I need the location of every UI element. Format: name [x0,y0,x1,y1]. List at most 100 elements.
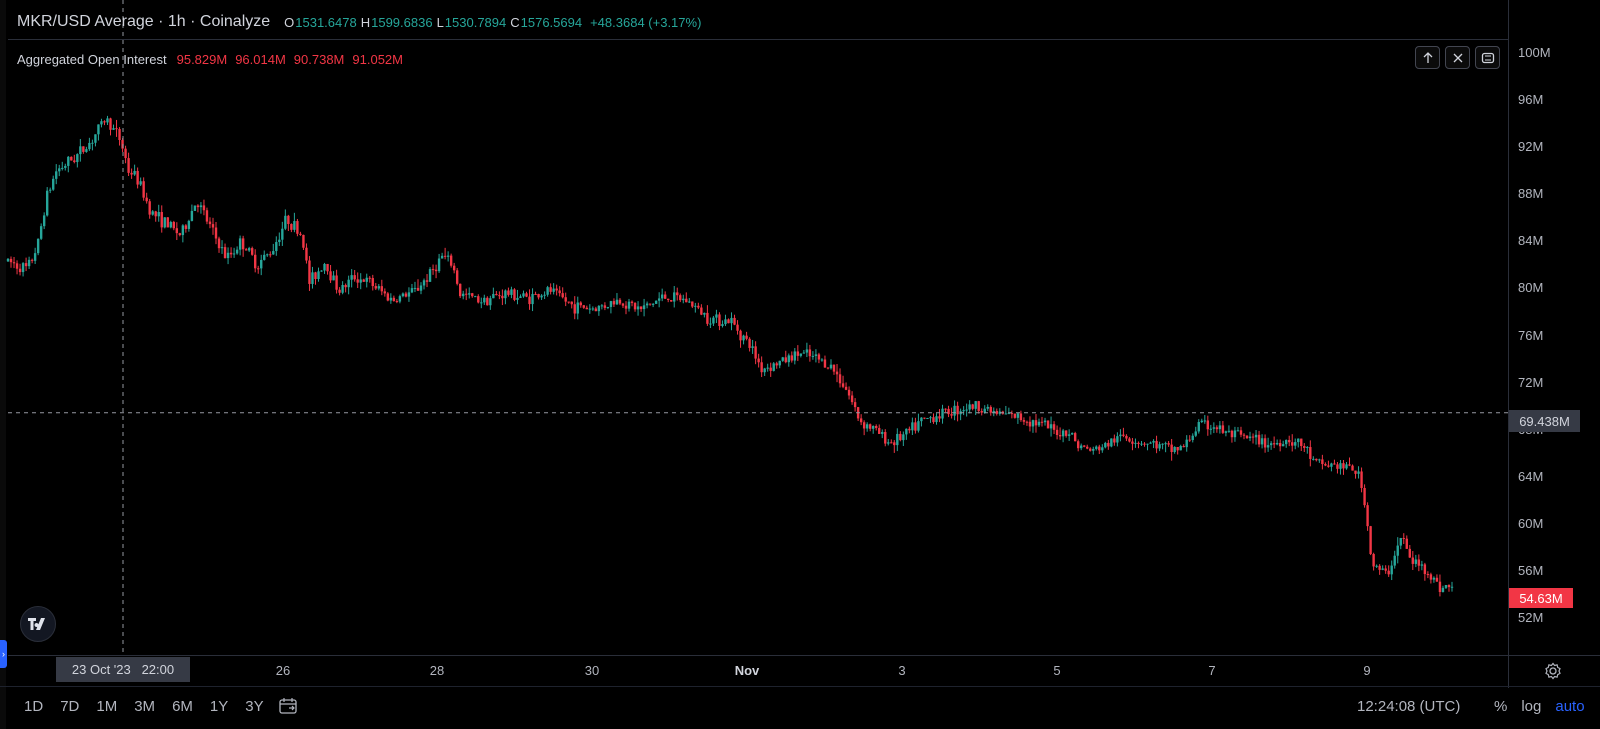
candle-body [208,221,212,225]
move-pane-up-button[interactable] [1415,46,1440,69]
candle-body [30,259,34,261]
candle-body [462,293,465,297]
candle-body [1435,577,1439,582]
candle-body [1426,574,1430,576]
candle-body [923,417,926,419]
candlestick-chart[interactable] [0,0,1509,655]
candle-body [579,302,582,306]
range-1y-button[interactable]: 1Y [209,698,229,715]
candle-body [1131,441,1134,444]
price-tick-label: 84M [1518,233,1544,249]
candle-body [27,259,31,267]
candle-body [70,156,73,161]
candle-body [205,210,209,222]
candle-body [1423,564,1427,575]
candle-body [220,247,224,249]
candle-body [603,305,607,308]
candle-body [145,197,148,202]
price-tick-label: 96M [1518,92,1544,108]
candle-body [736,324,739,331]
candle-body [136,170,139,185]
candle-body [902,434,905,441]
candle-body [12,262,16,264]
candle-body [564,297,567,302]
bottom-toolbar-divider [0,686,1600,687]
candle-body [1369,526,1372,555]
candle-body [226,252,230,259]
candle-body [49,189,52,191]
candle-body [112,128,115,130]
maximize-icon [1481,52,1494,63]
range-1m-button[interactable]: 1M [96,698,118,715]
tradingview-logo[interactable] [20,606,56,642]
candle-body [1384,568,1387,571]
candle-body [703,312,706,315]
candle-body [320,270,323,272]
candle-body [1161,443,1164,445]
range-7d-button[interactable]: 7D [60,698,80,715]
candle-body [1251,436,1255,438]
range-1d-button[interactable]: 1D [24,698,44,715]
candle-body [217,238,221,249]
percent-scale-button[interactable]: % [1494,698,1508,715]
candle-body [739,330,742,341]
candle-body [1143,443,1146,445]
candle-body [211,224,215,228]
candle-body [269,254,272,256]
candle-body [1064,430,1068,436]
candle-body [419,285,423,291]
candle-body [751,346,754,348]
candle-body [278,239,281,243]
candle-body [1185,439,1188,448]
candle-body [745,335,748,339]
ohlc-close-value: 1576.5694 [520,14,583,30]
symbol-title[interactable]: MKR/USD Average · 1h · Coinalyze [17,13,271,30]
candle-body [1227,430,1231,432]
candle-body [190,210,194,221]
candle-body [546,287,549,295]
candle-body [859,418,863,423]
candle-body [1303,446,1306,448]
chart-settings-button[interactable] [1544,662,1562,685]
candle-body [24,263,28,267]
candle-body [1016,413,1020,418]
candle-body [1176,446,1179,451]
candle-body [1387,570,1390,575]
candle-body [380,286,384,292]
candle-body [1342,463,1345,469]
candle-body [1046,420,1050,429]
candle-body [679,295,682,301]
candle-body [1101,447,1104,451]
candle-body [67,156,70,166]
candle-body [241,238,245,250]
candle-body [947,408,950,415]
candle-body [929,417,932,419]
candle-body [1300,438,1303,447]
toolbar-expand-tab[interactable]: › [0,640,7,668]
maximize-pane-button[interactable] [1475,46,1500,69]
candle-body [760,362,763,373]
utc-clock[interactable]: 12:24:08 (UTC) [1357,698,1461,715]
candle-body [1366,505,1369,527]
indicator-name[interactable]: Aggregated Open Interest [17,51,167,67]
candle-body [115,128,118,130]
candle-body [956,405,959,415]
range-6m-button[interactable]: 6M [172,698,193,715]
ohlc-high-key: H [360,14,371,30]
candle-body [305,247,308,261]
candle-body [953,405,956,416]
candle-body [446,255,450,257]
auto-scale-button[interactable]: auto [1555,698,1585,715]
close-pane-button[interactable] [1445,46,1470,69]
candle-body [344,285,347,288]
range-3m-button[interactable]: 3M [134,698,156,715]
candle-body [1212,427,1216,429]
range-3y-button[interactable]: 3Y [245,698,264,715]
go-to-date-button[interactable] [278,696,298,721]
log-scale-button[interactable]: log [1521,698,1542,715]
candle-body [413,287,417,289]
crosshair-time-label: 23 Oct '23 22:00 [56,657,190,682]
candle-body [341,285,344,293]
candle-body [950,414,953,416]
candle-body [712,317,715,324]
